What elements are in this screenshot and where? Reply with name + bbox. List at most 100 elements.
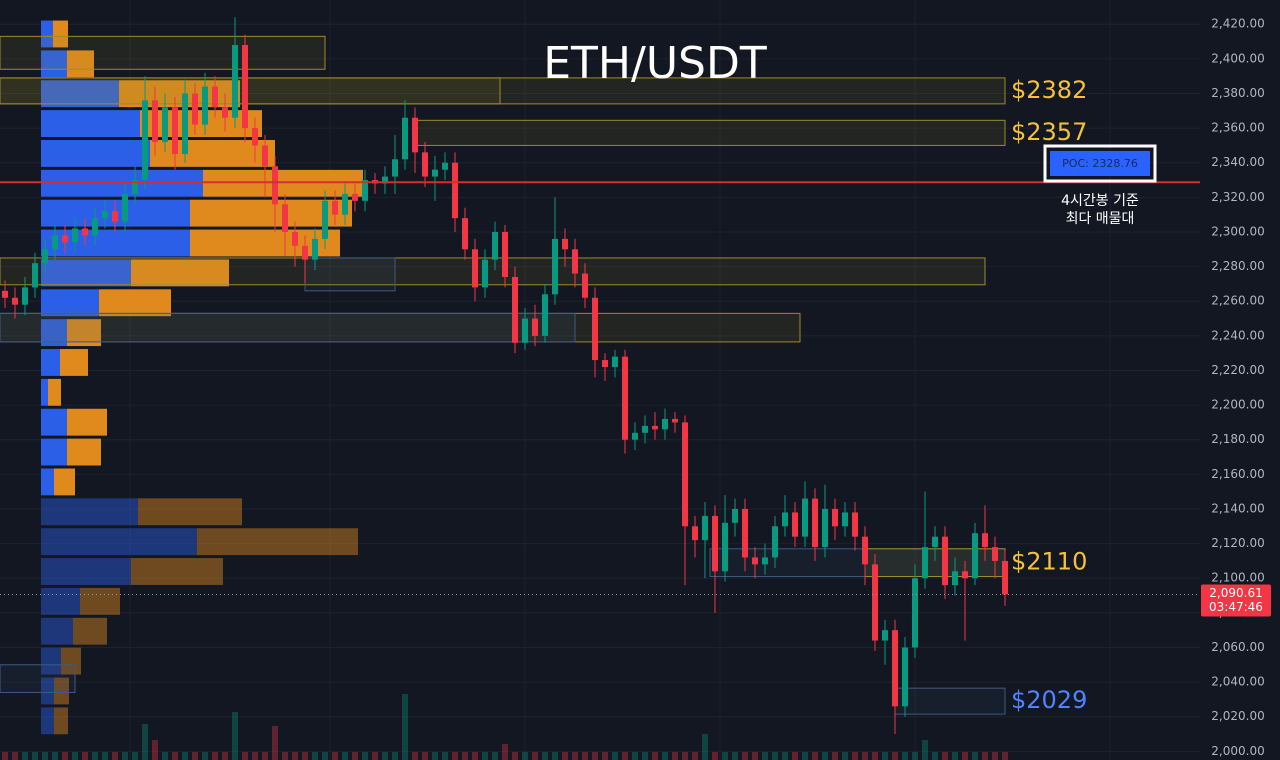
volume-bar [592, 752, 598, 760]
profile-sell [53, 20, 68, 48]
candle-body [512, 276, 518, 343]
volume-bar [762, 752, 768, 760]
profile-buy [41, 468, 54, 496]
grid [0, 23, 1200, 752]
volume-bar [92, 752, 98, 760]
candle-body [132, 180, 138, 194]
candle-body [602, 360, 608, 368]
volume-bar [892, 752, 898, 760]
volume-bar [812, 752, 818, 760]
y-tick-label: 2,220.00 [1211, 363, 1264, 377]
candle-body [532, 318, 538, 336]
candle-body [802, 498, 808, 537]
candle-body [902, 647, 908, 707]
profile-buy [41, 617, 73, 645]
volume-bar [442, 752, 448, 760]
volume-bar [722, 752, 728, 760]
candle-body [242, 45, 248, 129]
volume-bar [932, 752, 938, 760]
volume-bar [272, 726, 278, 760]
candle-body [442, 162, 448, 170]
volume-bar [162, 752, 168, 760]
candle-body [762, 557, 768, 565]
y-tick-label: 2,240.00 [1211, 328, 1264, 342]
profile-sell [60, 349, 88, 376]
volume-bar [352, 752, 358, 760]
candle-body [912, 578, 918, 648]
volume-bar [642, 752, 648, 760]
volume-bar [32, 752, 38, 760]
volume-bar [902, 752, 908, 760]
volume-bar [852, 752, 858, 760]
candle-body [122, 193, 128, 222]
poc-caption: 최다 매물대 [1066, 211, 1135, 227]
volume-bars [2, 694, 1008, 760]
candle-body [62, 235, 68, 243]
candle-body [202, 86, 208, 125]
volume-bar [552, 752, 558, 760]
volume-bar [102, 752, 108, 760]
volume-bar [692, 752, 698, 760]
volume-bar [882, 752, 888, 760]
zone [894, 687, 1006, 715]
y-tick-label: 2,040.00 [1211, 675, 1264, 689]
zone [0, 664, 76, 693]
poc-label: POC: 2328.76 [1062, 157, 1138, 170]
y-tick-label: 2,200.00 [1211, 398, 1264, 412]
y-tick-label: 2,300.00 [1211, 224, 1264, 238]
candle-body [702, 515, 708, 541]
y-tick-label: 2,020.00 [1211, 709, 1264, 723]
profile-sell [54, 707, 68, 735]
candle-body [862, 536, 868, 565]
candle-body [972, 533, 978, 579]
volume-bar [392, 752, 398, 760]
volume-bar [342, 752, 348, 760]
volume-bar [752, 752, 758, 760]
volume-bar [832, 752, 838, 760]
price-tag-value: 2,090.61 [1209, 586, 1262, 600]
candle-body [792, 512, 798, 537]
candle-body [182, 93, 188, 155]
volume-bar [282, 752, 288, 760]
volume-bar [582, 752, 588, 760]
candle-body [642, 425, 648, 433]
y-tick-label: 2,160.00 [1211, 467, 1264, 481]
chart-title: ETH/USDT [543, 38, 767, 89]
candle-body [102, 211, 108, 219]
candle-body [522, 318, 528, 343]
y-tick-label: 2,000.00 [1211, 744, 1264, 758]
candle-body [172, 107, 178, 155]
volume-bar [62, 752, 68, 760]
profile-buy [41, 408, 67, 436]
volume-bar [612, 752, 618, 760]
volume-bar [702, 734, 708, 760]
candle-body [782, 512, 788, 527]
candle-body [942, 536, 948, 586]
candle-body [672, 418, 678, 423]
zone [0, 257, 986, 286]
candle-body [582, 273, 588, 298]
volume-bar [502, 744, 508, 760]
volume-bar [52, 752, 58, 760]
profile-buy [41, 647, 61, 675]
candle-body [822, 508, 828, 548]
zone-label: $2110 [1011, 548, 1087, 576]
candle-body [92, 218, 98, 236]
candle-body [662, 418, 668, 430]
candle-body [992, 547, 998, 561]
candle-body [342, 193, 348, 215]
profile-sell [203, 169, 363, 197]
candle-body [632, 432, 638, 440]
y-tick-label: 2,340.00 [1211, 155, 1264, 169]
profile-buy [41, 528, 197, 556]
volume-bar [72, 752, 78, 760]
candle-body [552, 238, 558, 295]
volume-bar [732, 752, 738, 760]
volume-bar [772, 752, 778, 760]
profile-sell [48, 378, 61, 406]
profile-sell [99, 289, 171, 317]
volume-bar [232, 712, 238, 760]
profile-sell [119, 80, 240, 108]
profile-sell [54, 677, 69, 705]
